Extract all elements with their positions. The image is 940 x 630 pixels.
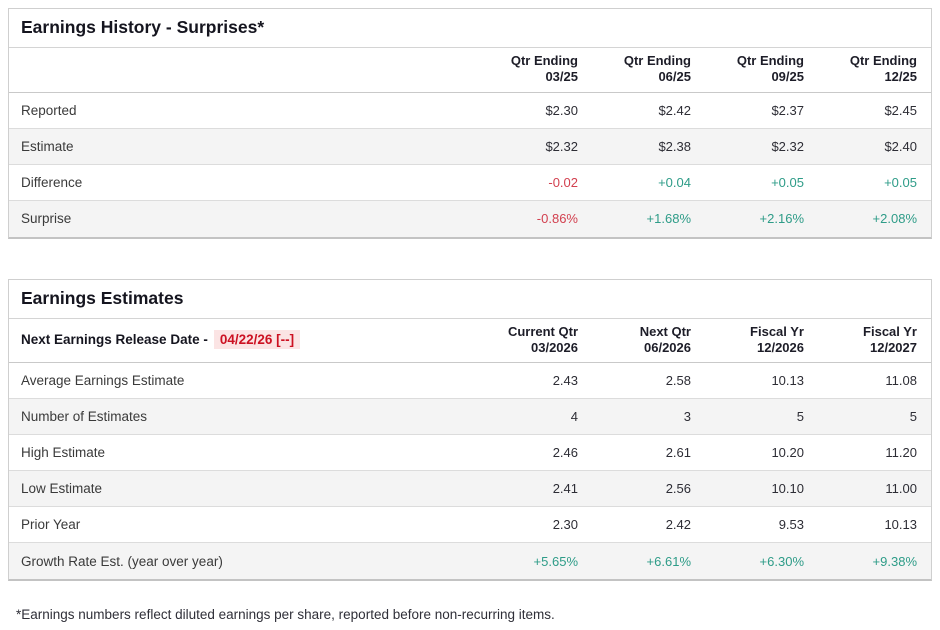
table-row-low-estimate: Low Estimate 2.41 2.56 10.10 11.00 xyxy=(9,471,931,507)
column-header-line2: 03/2026 xyxy=(531,339,578,355)
row-label: Surprise xyxy=(21,211,72,226)
row-label: Estimate xyxy=(21,138,74,154)
cell-value: +0.04 xyxy=(658,174,691,190)
column-header-line1: Qtr Ending xyxy=(736,53,804,68)
cell-value: 10.10 xyxy=(771,481,804,496)
cell-value: 2.46 xyxy=(552,445,578,460)
column-header-line2: 06/2026 xyxy=(644,339,691,355)
table-row-average-earnings-estimate: Average Earnings Estimate 2.43 2.58 10.1… xyxy=(9,363,931,399)
column-header-qtr-0325: Qtr Ending 03/25 xyxy=(465,53,578,86)
cell-value: 10.20 xyxy=(771,445,804,460)
column-header-line1: Fiscal Yr xyxy=(750,323,804,339)
column-header-line2: 06/25 xyxy=(658,69,691,85)
cell-value: -0.02 xyxy=(548,174,578,190)
cell-value: 11.08 xyxy=(885,373,917,388)
table-row-number-of-estimates: Number of Estimates 4 3 5 5 xyxy=(9,399,931,435)
cell-value: 2.61 xyxy=(665,445,691,460)
cell-value: $2.32 xyxy=(545,138,578,154)
column-header-fiscal-yr-2026: Fiscal Yr 12/2026 xyxy=(691,324,804,357)
cell-value: -0.86% xyxy=(536,211,578,226)
table-row-difference: Difference -0.02 +0.04 +0.05 +0.05 xyxy=(9,165,931,201)
earnings-estimates-header-row: Next Earnings Release Date - 04/22/26 [--… xyxy=(9,319,931,363)
cell-value: +1.68% xyxy=(646,211,691,226)
column-header-line1: Qtr Ending xyxy=(849,53,917,68)
row-label: Average Earnings Estimate xyxy=(21,373,185,388)
earnings-history-header-row: Qtr Ending 03/25 Qtr Ending 06/25 Qtr En… xyxy=(9,48,931,93)
row-label: High Estimate xyxy=(21,445,106,460)
cell-value: $2.38 xyxy=(658,138,691,154)
release-date-value: 04/22/26 [--] xyxy=(213,330,301,350)
column-header-line1: Next Qtr xyxy=(639,323,691,339)
column-header-line1: Current Qtr xyxy=(507,323,578,339)
column-header-line2: 12/25 xyxy=(884,69,917,85)
cell-value: 11.00 xyxy=(885,481,917,496)
next-earnings-release-date: Next Earnings Release Date - 04/22/26 [--… xyxy=(9,330,465,350)
table-row-growth-rate-est: Growth Rate Est. (year over year) +5.65%… xyxy=(9,543,931,579)
cell-value: $2.32 xyxy=(771,138,804,154)
cell-value: 3 xyxy=(683,409,691,424)
table-row-estimate: Estimate $2.32 $2.38 $2.32 $2.40 xyxy=(9,128,931,165)
row-label: Number of Estimates xyxy=(21,409,148,424)
cell-value: +0.05 xyxy=(771,174,804,190)
row-label: Low Estimate xyxy=(21,481,103,496)
column-header-line2: 03/25 xyxy=(545,69,578,85)
column-header-qtr-0625: Qtr Ending 06/25 xyxy=(578,53,691,86)
cell-value: +0.05 xyxy=(884,174,917,190)
earnings-estimates-widget: Earnings Estimates Next Earnings Release… xyxy=(8,278,932,581)
cell-value: +5.65% xyxy=(533,553,578,569)
table-row-surprise: Surprise -0.86% +1.68% +2.16% +2.08% xyxy=(9,200,931,237)
column-header-next-qtr: Next Qtr 06/2026 xyxy=(578,324,691,357)
column-header-line2: 12/2026 xyxy=(757,339,804,355)
cell-value: 5 xyxy=(909,409,917,424)
row-label: Difference xyxy=(21,174,83,190)
cell-value: 11.20 xyxy=(885,445,917,460)
column-header-line1: Qtr Ending xyxy=(510,53,578,68)
earnings-history-title: Earnings History - Surprises* xyxy=(21,17,265,37)
cell-value: 10.13 xyxy=(771,373,804,388)
cell-value: $2.30 xyxy=(545,102,578,118)
cell-value: 5 xyxy=(796,409,804,424)
cell-value: 10.13 xyxy=(884,517,917,532)
column-header-line1: Fiscal Yr xyxy=(863,323,917,339)
row-label: Growth Rate Est. (year over year) xyxy=(21,553,223,569)
cell-value: $2.45 xyxy=(884,102,917,118)
row-label: Prior Year xyxy=(21,517,81,532)
column-header-line2: 12/2027 xyxy=(870,339,917,355)
table-row-high-estimate: High Estimate 2.46 2.61 10.20 11.20 xyxy=(9,435,931,471)
cell-value: +2.08% xyxy=(872,211,917,226)
cell-value: 2.30 xyxy=(552,517,578,532)
table-row-reported: Reported $2.30 $2.42 $2.37 $2.45 xyxy=(9,93,931,129)
cell-value: $2.37 xyxy=(771,102,804,118)
cell-value: +9.38% xyxy=(872,553,917,569)
column-header-qtr-0925: Qtr Ending 09/25 xyxy=(691,53,804,86)
column-header-fiscal-yr-2027: Fiscal Yr 12/2027 xyxy=(804,324,917,357)
earnings-estimates-title-bar: Earnings Estimates xyxy=(9,280,931,319)
column-header-current-qtr: Current Qtr 03/2026 xyxy=(465,324,578,357)
cell-value: 2.58 xyxy=(665,373,691,388)
cell-value: +6.30% xyxy=(759,553,804,569)
column-header-line2: 09/25 xyxy=(771,69,804,85)
cell-value: 2.42 xyxy=(665,517,691,532)
cell-value: +6.61% xyxy=(646,553,691,569)
earnings-history-widget: Earnings History - Surprises* Qtr Ending… xyxy=(8,8,932,239)
row-label: Reported xyxy=(21,102,77,118)
cell-value: $2.40 xyxy=(884,138,917,154)
earnings-estimates-title: Earnings Estimates xyxy=(21,287,184,308)
cell-value: 2.43 xyxy=(552,373,578,388)
cell-value: $2.42 xyxy=(658,102,691,118)
cell-value: 9.53 xyxy=(778,517,804,532)
column-header-qtr-1225: Qtr Ending 12/25 xyxy=(804,53,917,86)
cell-value: 2.56 xyxy=(665,481,691,496)
table-row-prior-year: Prior Year 2.30 2.42 9.53 10.13 xyxy=(9,507,931,543)
cell-value: 2.41 xyxy=(552,481,578,496)
release-date-label: Next Earnings Release Date - xyxy=(21,332,208,348)
earnings-footnote: *Earnings numbers reflect diluted earnin… xyxy=(16,607,555,622)
column-header-line1: Qtr Ending xyxy=(623,53,691,68)
earnings-history-title-bar: Earnings History - Surprises* xyxy=(9,9,931,48)
cell-value: 4 xyxy=(570,409,578,424)
cell-value: +2.16% xyxy=(759,211,804,226)
